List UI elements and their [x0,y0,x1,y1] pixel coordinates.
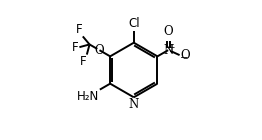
Text: Cl: Cl [128,17,140,30]
Text: H₂N: H₂N [77,90,99,103]
Text: N: N [163,44,173,57]
Text: F: F [72,41,79,54]
Text: −: − [179,53,188,63]
Text: O: O [163,25,173,38]
Text: O: O [95,44,104,57]
Text: F: F [75,23,82,36]
Text: +: + [167,43,175,52]
Text: F: F [79,55,86,68]
Text: N: N [129,98,139,111]
Text: O: O [181,49,190,62]
